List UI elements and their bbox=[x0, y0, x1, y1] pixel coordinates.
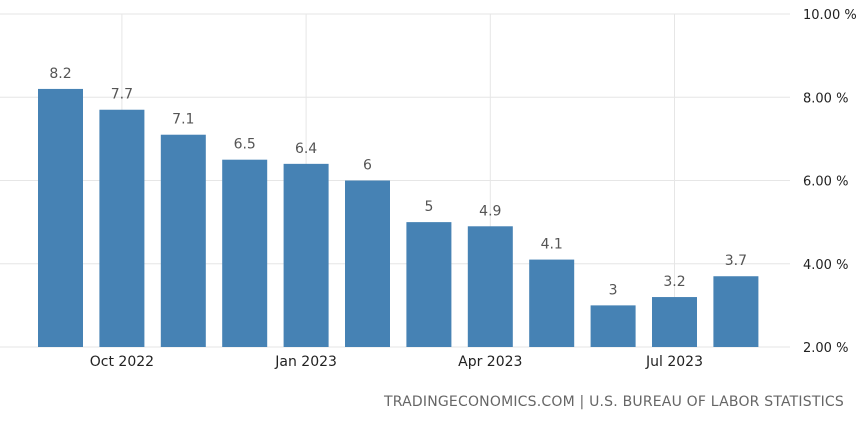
x-tick-label: Jan 2023 bbox=[274, 354, 337, 370]
bar-value-label: 6.4 bbox=[295, 141, 317, 157]
y-tick-label: 8.00 % bbox=[803, 91, 848, 106]
bar-jun-2023[interactable] bbox=[652, 297, 697, 347]
x-axis: Oct 2022 Jan 2023 Apr 2023 Jul 2023 bbox=[90, 354, 703, 370]
bar-value-label: 7.1 bbox=[172, 112, 194, 128]
x-tick-label: Oct 2022 bbox=[90, 354, 154, 370]
bar-value-label: 3 bbox=[609, 282, 618, 298]
bar-jul-2023[interactable] bbox=[713, 276, 759, 347]
x-tick-label: Jul 2023 bbox=[645, 354, 703, 370]
x-tick-label: Apr 2023 bbox=[458, 354, 522, 370]
y-tick-label: 6.00 % bbox=[803, 175, 848, 190]
bar-value-label: 5 bbox=[424, 199, 433, 215]
value-labels: 8.2 7.7 7.1 6.5 6.4 6 5 4.9 4.1 3 3.2 3.7 bbox=[49, 66, 747, 298]
bar-value-label: 8.2 bbox=[49, 66, 71, 82]
bar-value-label: 6.5 bbox=[234, 137, 256, 153]
bar-apr-2023[interactable] bbox=[529, 259, 575, 347]
bar-sep-2022[interactable] bbox=[99, 109, 145, 347]
source-credit: TRADINGECONOMICS.COM | U.S. BUREAU OF LA… bbox=[383, 394, 844, 410]
bar-value-label: 4.1 bbox=[541, 237, 563, 253]
bars bbox=[38, 88, 759, 348]
bar-jan-2023[interactable] bbox=[345, 180, 390, 348]
y-tick-label: 2.00 % bbox=[803, 341, 848, 356]
bar-oct-2022[interactable] bbox=[160, 134, 206, 347]
bar-feb-2023[interactable] bbox=[406, 222, 452, 347]
bar-value-label: 3.2 bbox=[663, 274, 685, 290]
bar-value-label: 3.7 bbox=[725, 253, 747, 269]
y-axis: 2.00 % 4.00 % 6.00 % 8.00 % 10.00 % bbox=[803, 8, 856, 356]
bar-may-2023[interactable] bbox=[590, 305, 636, 347]
y-tick-label: 4.00 % bbox=[803, 258, 848, 273]
y-tick-label: 10.00 % bbox=[803, 8, 856, 23]
bar-value-label: 4.9 bbox=[479, 203, 501, 219]
bar-value-label: 7.7 bbox=[111, 87, 133, 103]
bar-nov-2022[interactable] bbox=[222, 159, 268, 347]
bar-aug-2022[interactable] bbox=[38, 88, 83, 348]
bar-mar-2023[interactable] bbox=[467, 226, 513, 347]
bar-dec-2022[interactable] bbox=[283, 163, 329, 347]
bar-value-label: 6 bbox=[363, 158, 372, 174]
